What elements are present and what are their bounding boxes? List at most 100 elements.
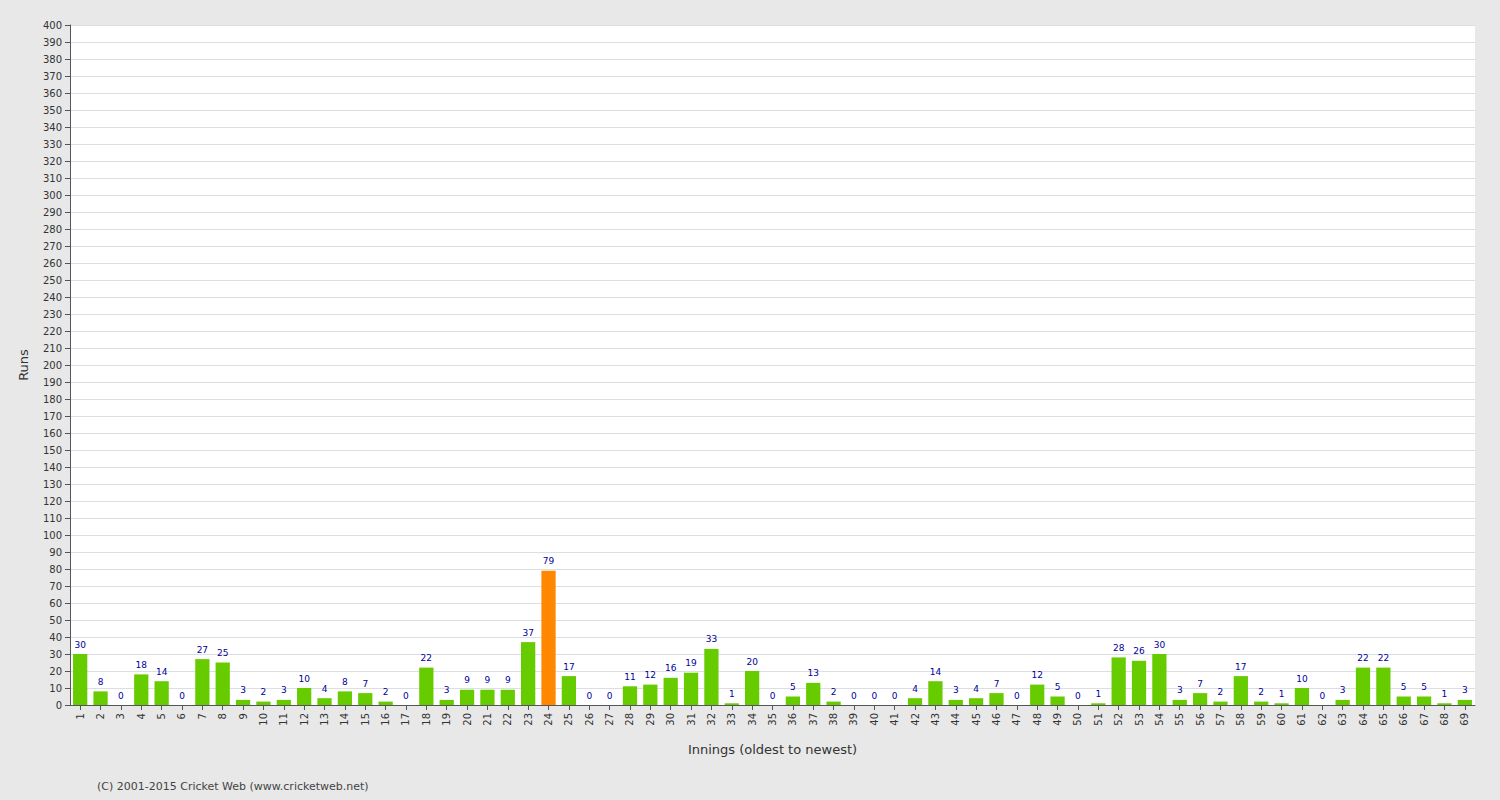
svg-text:53: 53 <box>1134 713 1145 726</box>
svg-text:5: 5 <box>790 682 796 692</box>
svg-text:62: 62 <box>1317 713 1328 726</box>
svg-text:3: 3 <box>1462 685 1468 695</box>
svg-text:22: 22 <box>1378 653 1389 663</box>
svg-text:280: 280 <box>43 224 62 235</box>
svg-text:52: 52 <box>1113 713 1124 726</box>
svg-text:0: 0 <box>179 691 185 701</box>
svg-text:33: 33 <box>726 713 737 726</box>
svg-text:21: 21 <box>482 713 493 726</box>
svg-text:18: 18 <box>421 713 432 726</box>
svg-text:25: 25 <box>563 713 574 726</box>
svg-text:380: 380 <box>43 54 62 65</box>
svg-text:2: 2 <box>1218 687 1224 697</box>
svg-text:65: 65 <box>1378 713 1389 726</box>
svg-text:320: 320 <box>43 156 62 167</box>
svg-text:390: 390 <box>43 37 62 48</box>
svg-text:24: 24 <box>543 713 554 726</box>
svg-text:9: 9 <box>505 675 511 685</box>
svg-text:Runs: Runs <box>16 349 31 381</box>
svg-text:0: 0 <box>1014 691 1020 701</box>
svg-text:30: 30 <box>1154 640 1166 650</box>
svg-text:0: 0 <box>1075 691 1081 701</box>
svg-text:29: 29 <box>645 713 656 726</box>
svg-text:26: 26 <box>1133 646 1145 656</box>
svg-text:59: 59 <box>1256 713 1267 726</box>
svg-text:0: 0 <box>851 691 857 701</box>
svg-text:360: 360 <box>43 88 62 99</box>
svg-text:7: 7 <box>994 679 1000 689</box>
svg-text:20: 20 <box>462 713 473 726</box>
svg-text:34: 34 <box>747 713 758 726</box>
svg-text:22: 22 <box>1357 653 1368 663</box>
svg-text:12: 12 <box>1031 670 1042 680</box>
svg-text:19: 19 <box>685 658 697 668</box>
svg-text:32: 32 <box>706 713 717 726</box>
svg-text:55: 55 <box>1174 713 1185 726</box>
svg-text:180: 180 <box>43 394 62 405</box>
svg-text:8: 8 <box>217 713 228 719</box>
svg-text:80: 80 <box>49 564 62 575</box>
svg-text:1: 1 <box>729 689 735 699</box>
svg-text:270: 270 <box>43 241 62 252</box>
svg-text:260: 260 <box>43 258 62 269</box>
svg-text:3: 3 <box>281 685 287 695</box>
svg-text:0: 0 <box>607 691 613 701</box>
svg-text:37: 37 <box>522 628 533 638</box>
svg-text:22: 22 <box>421 653 432 663</box>
svg-text:0: 0 <box>403 691 409 701</box>
svg-text:350: 350 <box>43 105 62 116</box>
svg-text:67: 67 <box>1419 713 1430 726</box>
svg-text:30: 30 <box>74 640 86 650</box>
svg-text:2: 2 <box>1258 687 1264 697</box>
svg-text:330: 330 <box>43 139 62 150</box>
svg-text:1: 1 <box>75 713 86 719</box>
svg-text:8: 8 <box>342 677 348 687</box>
svg-text:50: 50 <box>49 615 62 626</box>
svg-text:30: 30 <box>665 713 676 726</box>
svg-text:43: 43 <box>930 713 941 726</box>
svg-text:47: 47 <box>1011 713 1022 726</box>
svg-text:31: 31 <box>686 713 697 726</box>
svg-text:12: 12 <box>645 670 656 680</box>
svg-text:10: 10 <box>49 683 62 694</box>
svg-text:4: 4 <box>322 684 328 694</box>
svg-text:290: 290 <box>43 207 62 218</box>
svg-text:210: 210 <box>43 343 62 354</box>
svg-text:9: 9 <box>485 675 491 685</box>
svg-text:23: 23 <box>523 713 534 726</box>
svg-text:4: 4 <box>136 713 147 719</box>
svg-text:10: 10 <box>298 674 310 684</box>
svg-text:5: 5 <box>1055 682 1061 692</box>
svg-text:170: 170 <box>43 411 62 422</box>
svg-text:10: 10 <box>1296 674 1308 684</box>
svg-text:50: 50 <box>1072 713 1083 726</box>
svg-text:35: 35 <box>767 713 778 726</box>
svg-text:13: 13 <box>807 668 818 678</box>
svg-text:14: 14 <box>930 667 942 677</box>
svg-text:51: 51 <box>1093 713 1104 726</box>
svg-text:310: 310 <box>43 173 62 184</box>
svg-text:2: 2 <box>383 687 389 697</box>
svg-text:0: 0 <box>56 700 62 711</box>
svg-text:3: 3 <box>115 713 126 719</box>
svg-text:9: 9 <box>238 713 249 719</box>
svg-text:8: 8 <box>98 677 104 687</box>
svg-text:3: 3 <box>953 685 959 695</box>
svg-text:57: 57 <box>1215 713 1226 726</box>
svg-text:45: 45 <box>971 713 982 726</box>
svg-text:61: 61 <box>1296 713 1307 726</box>
svg-text:16: 16 <box>380 713 391 726</box>
svg-text:5: 5 <box>1421 682 1427 692</box>
svg-text:220: 220 <box>43 326 62 337</box>
svg-text:3: 3 <box>1177 685 1183 695</box>
svg-text:63: 63 <box>1337 713 1348 726</box>
svg-text:200: 200 <box>43 360 62 371</box>
svg-text:19: 19 <box>441 713 452 726</box>
svg-text:11: 11 <box>278 713 289 726</box>
svg-text:36: 36 <box>787 713 798 726</box>
svg-text:25: 25 <box>217 648 228 658</box>
svg-text:150: 150 <box>43 445 62 456</box>
svg-text:49: 49 <box>1052 713 1063 726</box>
svg-text:44: 44 <box>950 713 961 726</box>
svg-text:5: 5 <box>156 713 167 719</box>
